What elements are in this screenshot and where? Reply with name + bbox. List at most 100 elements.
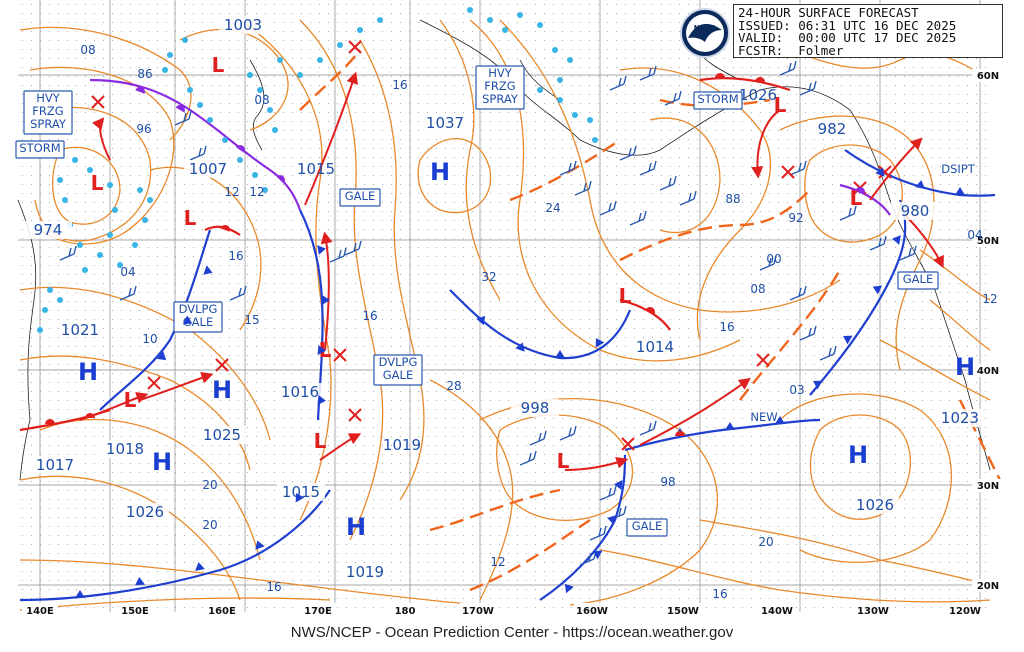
front-triangle bbox=[317, 245, 326, 255]
noaa-logo-icon: NOAA bbox=[686, 14, 724, 52]
low-pressure-value: 980 bbox=[901, 202, 930, 220]
front-triangle bbox=[595, 338, 605, 348]
low-pressure-symbol: L bbox=[319, 338, 332, 362]
header-issued: ISSUED: 06:31 UTC 16 DEC 2025 bbox=[738, 17, 957, 33]
front-triangle bbox=[775, 416, 785, 424]
pressure-systems: H 1037 H 1025 H 1026 H 1019 H 1026 H 1023 H 1017 L 974 L… bbox=[24, 16, 984, 581]
isobar-value: 10 bbox=[142, 332, 157, 346]
high-pressure-symbol: H bbox=[430, 158, 450, 186]
low-pressure-value: 1015 bbox=[282, 483, 320, 501]
forecast-header: 24-HOUR SURFACE FORECAST ISSUED: 06:31 U… bbox=[733, 4, 1003, 58]
isobar-value: 88 bbox=[725, 192, 740, 206]
high-pressure-symbol: H bbox=[346, 513, 366, 541]
front-triangle bbox=[915, 180, 925, 189]
warning-label: GALE bbox=[183, 315, 213, 329]
isobar-value: 96 bbox=[136, 122, 151, 136]
svg-text:NOAA: NOAA bbox=[694, 24, 717, 32]
isobar-value: 32 bbox=[481, 270, 496, 284]
isobar-value: 20 bbox=[202, 518, 217, 532]
lat-label: 40N bbox=[977, 366, 999, 377]
front-triangle bbox=[607, 515, 617, 525]
isobar-value: 1026 bbox=[739, 86, 777, 104]
warning-label: SPRAY bbox=[30, 117, 67, 131]
isobar-value: 20 bbox=[758, 535, 773, 549]
low-pressure-value: 1007 bbox=[189, 160, 227, 178]
footer-credit[interactable]: NWS/NCEP - Ocean Prediction Center - htt… bbox=[290, 624, 734, 641]
warning-label: GALE bbox=[383, 368, 413, 382]
high-pressure-value: 1026 bbox=[856, 496, 894, 514]
front-semicircle bbox=[135, 87, 145, 94]
front-triangle bbox=[75, 590, 85, 598]
high-pressure-value: 1026 bbox=[126, 503, 164, 521]
wind-barbs bbox=[59, 60, 917, 566]
high-pressure-symbol: H bbox=[152, 448, 172, 476]
longitude-labels: 140E 150E 160E 170E 180 170W 160W 150W 140W 130W 1… bbox=[22, 603, 983, 617]
lat-label: 50N bbox=[977, 236, 999, 247]
warning-label: STORM bbox=[19, 141, 60, 155]
isobar-value: 16 bbox=[362, 309, 377, 323]
isobar-value: 24 bbox=[545, 201, 560, 215]
high-pressure-symbol: H bbox=[955, 353, 975, 381]
front-semicircle bbox=[45, 419, 55, 424]
front-semicircle bbox=[645, 307, 655, 314]
low-pressure-symbol: L bbox=[850, 186, 863, 210]
front-triangle bbox=[182, 315, 193, 325]
front-triangle bbox=[875, 167, 885, 177]
isobar-value: 16 bbox=[266, 580, 281, 594]
front-triangle bbox=[203, 265, 213, 275]
front-semicircle bbox=[235, 145, 245, 153]
isobar-value: 1021 bbox=[61, 321, 99, 339]
low-pressure-symbol: L bbox=[557, 449, 570, 473]
noaa-logo: NOAA bbox=[680, 8, 730, 58]
front-triangle bbox=[955, 187, 965, 195]
warning-label: FRZG bbox=[32, 104, 63, 118]
lon-label: 120W bbox=[949, 606, 981, 617]
front-triangle bbox=[317, 395, 326, 405]
front-triangle bbox=[555, 350, 565, 358]
front-triangle bbox=[593, 550, 603, 560]
isobar-value: 1019 bbox=[383, 436, 421, 454]
warning-label: GALE bbox=[903, 272, 933, 286]
front-triangle bbox=[476, 315, 486, 326]
isobar-value: 04 bbox=[120, 265, 135, 279]
high-pressure-value: 1037 bbox=[426, 114, 464, 132]
low-pressure-value: 998 bbox=[521, 399, 550, 417]
low-pressure-value: 982 bbox=[818, 120, 847, 138]
isobar-value: 03 bbox=[789, 383, 804, 397]
high-pressure-value: 1019 bbox=[346, 563, 384, 581]
low-pressure-symbol: L bbox=[314, 429, 327, 453]
front-triangle bbox=[322, 295, 330, 305]
isobar-value: 16 bbox=[712, 587, 727, 601]
low-pressure-symbol: L bbox=[184, 206, 197, 230]
low-pressure-value: 974 bbox=[34, 221, 63, 239]
isobar-value: 16 bbox=[228, 249, 243, 263]
position-marks bbox=[91, 40, 892, 451]
header-forecaster: FCSTR: Folmer bbox=[738, 42, 844, 58]
isobar-value: 28 bbox=[446, 379, 461, 393]
isobar-value: 08 bbox=[750, 282, 765, 296]
low-pressure-symbol: L bbox=[124, 388, 137, 412]
warning-label: NEW bbox=[750, 410, 777, 424]
lon-label: 180 bbox=[395, 606, 416, 617]
lon-label: 160E bbox=[208, 606, 236, 617]
isobar-value: 12 bbox=[249, 185, 264, 199]
front-semicircle bbox=[755, 77, 765, 83]
front-triangle bbox=[195, 562, 205, 571]
warning-label: HVY bbox=[488, 66, 513, 80]
warning-label: DVLPG bbox=[179, 302, 218, 316]
front-triangle bbox=[515, 342, 525, 352]
front-semicircle bbox=[175, 105, 185, 113]
isobar-value: 16 bbox=[719, 320, 734, 334]
isobar-value: 20 bbox=[202, 478, 217, 492]
warning-label: SPRAY bbox=[482, 92, 519, 106]
isobar-value: 12 bbox=[982, 292, 997, 306]
lat-label: 60N bbox=[977, 71, 999, 82]
isobar-value: 08 bbox=[80, 43, 95, 57]
front-semicircle bbox=[220, 225, 230, 232]
isobar-value: 12 bbox=[224, 185, 239, 199]
front-triangle bbox=[843, 335, 853, 345]
high-pressure-value: 1017 bbox=[36, 456, 74, 474]
